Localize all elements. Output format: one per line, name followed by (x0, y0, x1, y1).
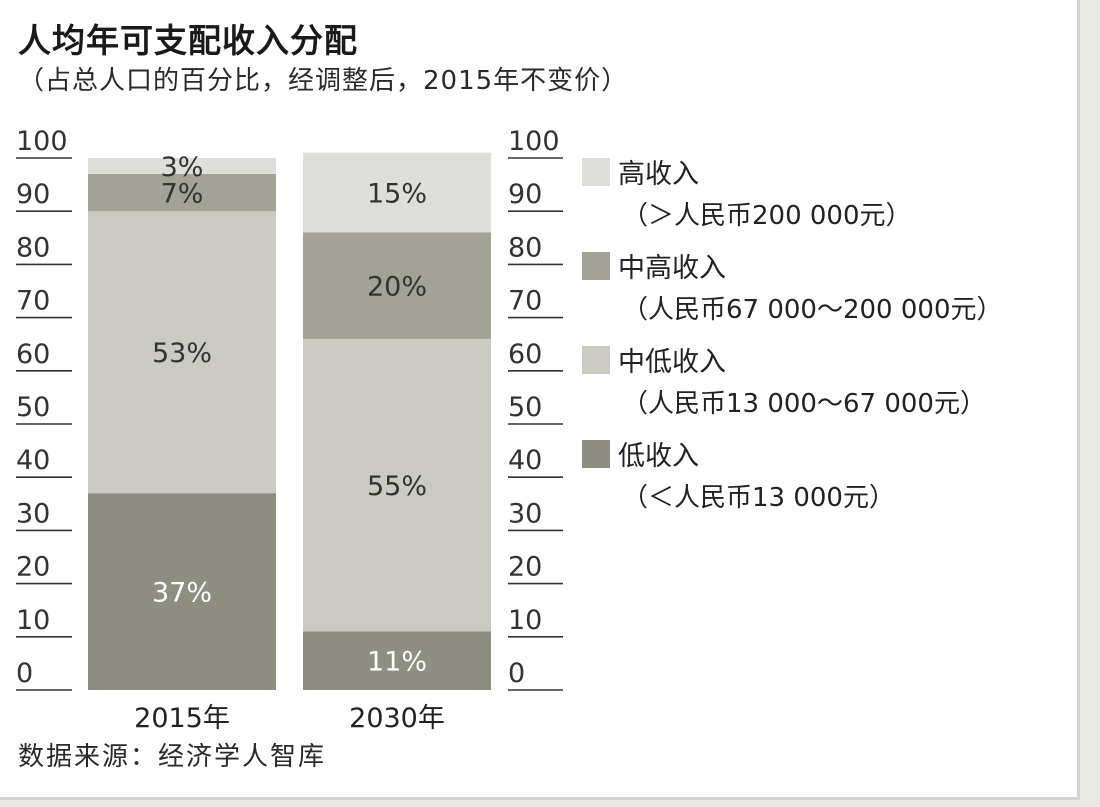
data-label: 3% (161, 152, 204, 183)
y-tick-label-right: 100 (508, 126, 560, 157)
legend-label: 低收入 (618, 441, 699, 472)
legend-range: （人民币67 000～200 000元） (622, 295, 1003, 325)
y-tick-label-left: 30 (16, 498, 50, 529)
y-tick-label-left: 70 (16, 286, 50, 317)
data-label: 55% (367, 471, 427, 502)
y-tick-label-left: 60 (16, 339, 50, 370)
chart-title: 人均年可支配收入分配 (18, 21, 358, 60)
y-tick-label-right: 40 (508, 445, 542, 476)
data-label: 53% (152, 338, 212, 369)
y-tick-label-left: 90 (16, 179, 50, 210)
y-tick-label-right: 80 (508, 232, 542, 263)
legend-range: （＞人民币200 000元） (622, 201, 912, 231)
legend-swatch (582, 158, 610, 186)
y-tick-label-left: 100 (16, 126, 68, 157)
legend-swatch (582, 252, 610, 280)
bar-segment (303, 338, 491, 632)
data-label: 20% (367, 272, 427, 303)
y-tick-label-right: 10 (508, 605, 542, 636)
legend-label: 中高收入 (618, 253, 726, 284)
y-tick-label-right: 0 (508, 658, 525, 689)
y-tick-label-right: 20 (508, 552, 542, 583)
y-tick-label-left: 10 (16, 605, 50, 636)
data-label: 11% (367, 647, 427, 678)
data-label: 37% (152, 578, 212, 609)
y-tick-label-left: 80 (16, 232, 50, 263)
bar-segment (88, 493, 276, 690)
y-tick-label-right: 60 (508, 339, 542, 370)
legend-range: （＜人民币13 000元） (622, 483, 895, 513)
y-tick-label-left: 40 (16, 445, 50, 476)
bar-segment (88, 211, 276, 494)
y-tick-label-right: 30 (508, 498, 542, 529)
bar-segment (88, 158, 276, 174)
x-category-label: 2015年 (134, 703, 230, 734)
bar-segment (303, 232, 491, 339)
bar-segment (303, 631, 491, 690)
y-tick-label-left: 20 (16, 552, 50, 583)
data-label: 7% (161, 179, 204, 210)
bar-segment (88, 173, 276, 212)
data-label: 15% (367, 179, 427, 210)
y-tick-label-right: 90 (508, 179, 542, 210)
legend-swatch (582, 346, 610, 374)
y-tick-label-left: 50 (16, 392, 50, 423)
y-tick-label-left: 0 (16, 658, 33, 689)
legend-range: （人民币13 000～67 000元） (622, 389, 986, 419)
legend-swatch (582, 440, 610, 468)
bar-segment (303, 152, 491, 233)
y-tick-label-right: 50 (508, 392, 542, 423)
chart-subtitle: （占总人口的百分比，经调整后，2015年不变价） (18, 66, 629, 96)
y-tick-label-right: 70 (508, 286, 542, 317)
data-source: 数据来源：经济学人智库 (18, 742, 327, 772)
legend-label: 中低收入 (618, 347, 726, 378)
x-category-label: 2030年 (349, 703, 445, 734)
legend-label: 高收入 (618, 159, 699, 190)
